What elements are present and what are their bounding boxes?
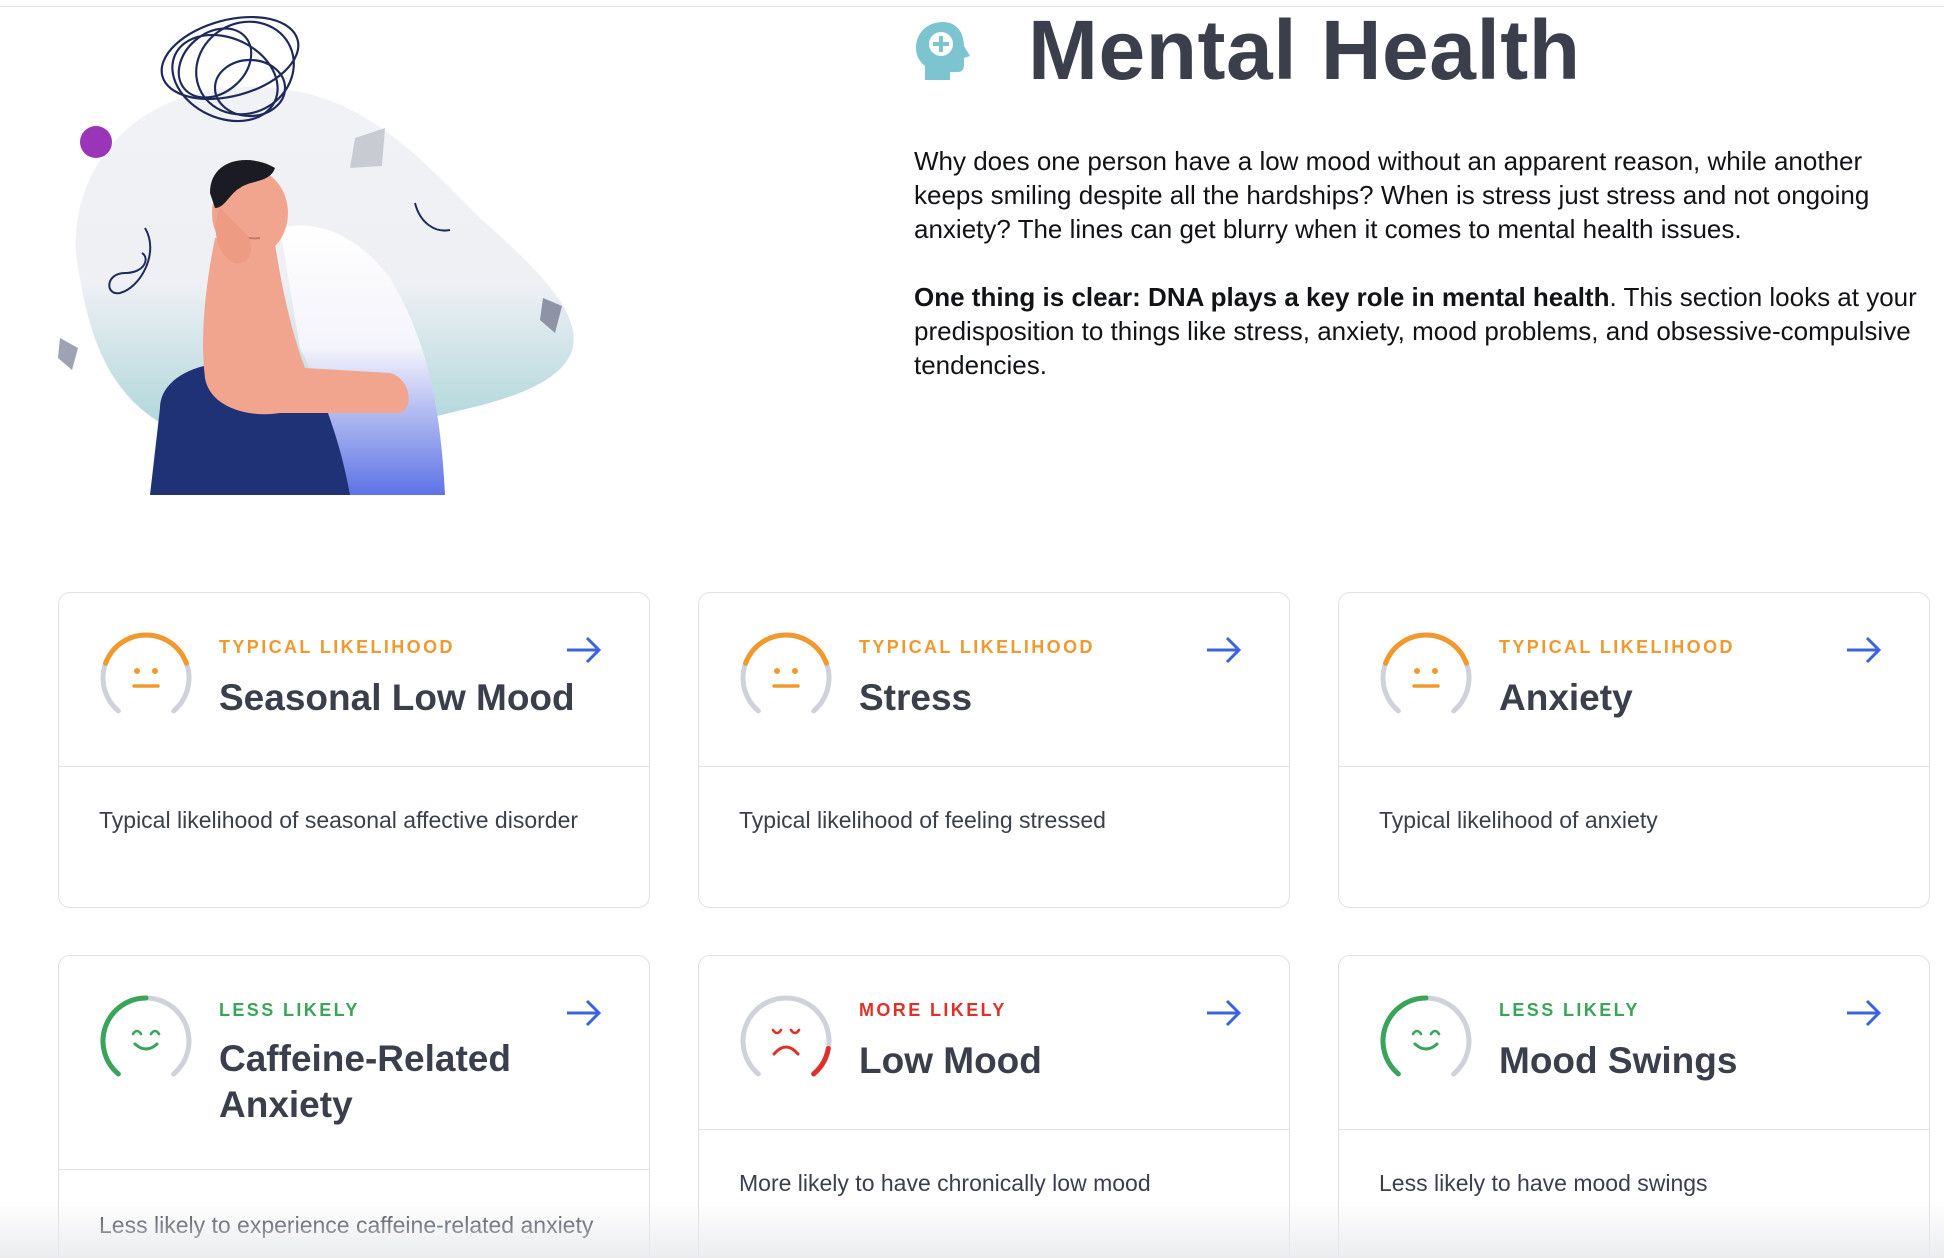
card-description: Typical likelihood of anxiety — [1379, 807, 1658, 833]
stressed-person-illustration — [58, 15, 574, 495]
arrow-right-icon[interactable] — [1845, 635, 1883, 665]
card-header: TYPICAL LIKELIHOOD Seasonal Low Mood — [59, 593, 649, 767]
card-header: LESS LIKELY Caffeine-Related Anxiety — [59, 956, 649, 1170]
card-title: Low Mood — [859, 1040, 1042, 1081]
arrow-right-icon[interactable] — [565, 635, 603, 665]
arrow-right-icon[interactable] — [1205, 998, 1243, 1028]
likelihood-label: LESS LIKELY — [1499, 1000, 1640, 1020]
likelihood-label: TYPICAL LIKELIHOOD — [1499, 637, 1735, 657]
likelihood-gauge-icon — [1380, 995, 1472, 1077]
trait-card-mood-swings[interactable]: LESS LIKELY Mood Swings Less likely to h… — [1338, 955, 1930, 1258]
top-divider — [0, 6, 1944, 7]
page-title: Mental Health — [1028, 3, 1581, 97]
likelihood-gauge-icon — [740, 995, 832, 1077]
card-title: Mood Swings — [1499, 1040, 1738, 1081]
trait-card-caffeine-related-anxiety[interactable]: LESS LIKELY Caffeine-Related Anxiety Les… — [58, 955, 650, 1258]
likelihood-label: TYPICAL LIKELIHOOD — [219, 637, 455, 657]
trait-card-seasonal-low-mood[interactable]: TYPICAL LIKELIHOOD Seasonal Low Mood Typ… — [58, 592, 650, 908]
trait-card-anxiety[interactable]: TYPICAL LIKELIHOOD Anxiety Typical likel… — [1338, 592, 1930, 908]
intro-paragraph-2: One thing is clear: DNA plays a key role… — [914, 280, 1934, 382]
card-header: LESS LIKELY Mood Swings — [1339, 956, 1929, 1130]
card-description: Typical likelihood of feeling stressed — [739, 807, 1106, 833]
likelihood-gauge-icon — [1380, 632, 1472, 714]
likelihood-label: TYPICAL LIKELIHOOD — [859, 637, 1095, 657]
head-brain-icon — [916, 22, 970, 80]
intro-paragraph-2-rest: . This section looks at your predisposit… — [914, 282, 1917, 380]
likelihood-gauge-icon — [100, 995, 192, 1077]
card-header: MORE LIKELY Low Mood — [699, 956, 1289, 1130]
card-description: Less likely to experience caffeine-relat… — [99, 1212, 594, 1238]
likelihood-label: LESS LIKELY — [219, 1000, 360, 1020]
arrow-right-icon[interactable] — [565, 998, 603, 1028]
intro-paragraph-1: Why does one person have a low mood with… — [914, 146, 1870, 244]
likelihood-gauge-icon — [100, 632, 192, 714]
likelihood-gauge-icon — [740, 632, 832, 714]
arrow-right-icon[interactable] — [1205, 635, 1243, 665]
card-header: TYPICAL LIKELIHOOD Anxiety — [1339, 593, 1929, 767]
card-description: Typical likelihood of seasonal affective… — [99, 807, 579, 833]
card-title: Stress — [859, 677, 973, 718]
trait-card-low-mood[interactable]: MORE LIKELY Low Mood More likely to have… — [698, 955, 1290, 1258]
card-title: Seasonal Low Mood — [219, 677, 575, 718]
card-description: More likely to have chronically low mood — [739, 1170, 1151, 1196]
intro-highlight: One thing is clear: DNA plays a key role… — [914, 282, 1610, 312]
likelihood-label: MORE LIKELY — [859, 1000, 1007, 1020]
card-description: Less likely to have mood swings — [1379, 1170, 1708, 1196]
trait-card-stress[interactable]: TYPICAL LIKELIHOOD Stress Typical likeli… — [698, 592, 1290, 908]
card-title: Caffeine-Related Anxiety — [219, 1038, 511, 1125]
arrow-right-icon[interactable] — [1845, 998, 1883, 1028]
intro-text: Why does one person have a low mood with… — [914, 144, 1934, 416]
card-header: TYPICAL LIKELIHOOD Stress — [699, 593, 1289, 767]
card-title: Anxiety — [1499, 677, 1633, 718]
